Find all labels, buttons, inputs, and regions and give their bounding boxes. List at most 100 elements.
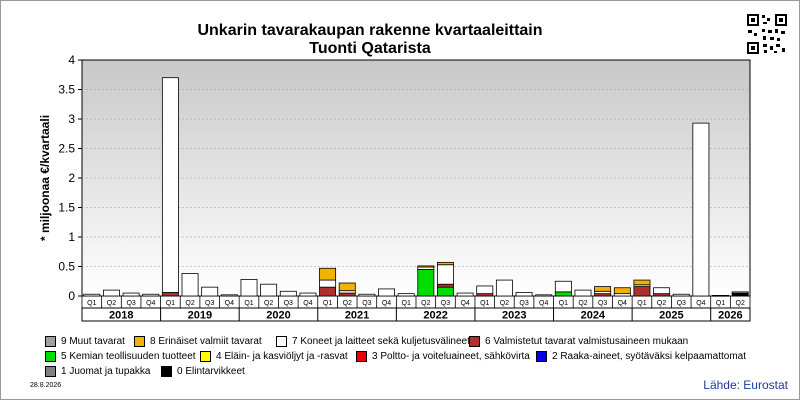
x-tick-label: Q2 (264, 300, 273, 307)
bar-segment (437, 286, 454, 297)
x-tick-label: Q3 (126, 300, 135, 307)
x-tick-label: Q2 (107, 300, 116, 307)
bar-segment (613, 287, 631, 295)
bar-segment (692, 122, 710, 297)
bar-segment (338, 292, 356, 297)
x-tick-label: Q1 (637, 300, 646, 307)
source-label: Lähde: Eurostat (703, 378, 788, 392)
x-tick-label: Q2 (500, 300, 509, 307)
bar-segment (378, 288, 395, 297)
x-tick-label: Q2 (343, 300, 352, 307)
bar-segment (417, 265, 435, 268)
legend-swatch (536, 351, 547, 362)
x-tick-label: Q4 (460, 300, 469, 307)
legend: 9 Muut tavarat 8 Erinäiset valmiit tavar… (40, 333, 800, 381)
x-tick-label: Q2 (657, 300, 666, 307)
x-tick-label: Q4 (696, 300, 705, 307)
bar-segment (731, 291, 749, 294)
legend-swatch (276, 336, 287, 347)
qr-code-icon[interactable] (746, 13, 788, 55)
bar-segment (319, 267, 337, 281)
legend-swatch (45, 351, 56, 362)
bar-segment (633, 279, 651, 286)
year-label: 2026 (718, 310, 742, 322)
bar-segment (515, 292, 533, 297)
bar-segment (161, 77, 179, 293)
bar-segment (535, 294, 553, 297)
x-tick-label: Q1 (716, 300, 725, 307)
y-tick-label: 2 (68, 171, 75, 185)
y-tick-label: 2.5 (58, 142, 75, 156)
bar-segment (554, 280, 572, 293)
legend-swatch (356, 351, 367, 362)
legend-item: 3 Poltto- ja voiteluaineet, sähkövirta (356, 351, 530, 362)
year-label: 2019 (188, 310, 212, 322)
y-tick-label: 3.5 (58, 83, 75, 97)
year-label: 2021 (345, 310, 369, 322)
year-label: 2025 (659, 310, 683, 322)
y-tick-label: 1 (68, 230, 75, 244)
bar-segment (594, 286, 612, 292)
bar-segment (456, 292, 474, 297)
bar-segment (319, 279, 337, 288)
bar-segment (653, 287, 671, 295)
x-tick-label: Q3 (519, 300, 528, 307)
y-tick-label: 0.5 (58, 260, 75, 274)
bar-segment (731, 292, 749, 297)
bar-segment (397, 293, 415, 297)
chart-subtitle: Tuonti Qatarista (309, 40, 431, 57)
legend-item: 7 Koneet ja laitteet sekä kuljetusväline… (276, 336, 470, 347)
bar-segment (358, 293, 376, 297)
x-tick-label: Q4 (303, 300, 312, 307)
x-tick-label: Q1 (87, 300, 96, 307)
bar-segment (181, 273, 199, 297)
x-tick-label: Q3 (284, 300, 293, 307)
y-axis-label: * miljoonaa €/kvartaali (38, 115, 52, 241)
bar-segment (142, 293, 160, 297)
y-tick-label: 3 (68, 112, 75, 126)
x-tick-label: Q4 (618, 300, 627, 307)
legend-item: 6 Valmistetut tavarat valmistusaineen mu… (469, 336, 688, 347)
legend-item: 5 Kemian teollisuuden tuotteet (45, 351, 196, 362)
x-tick-label: Q1 (166, 300, 175, 307)
x-tick-label: Q3 (205, 300, 214, 307)
legend-item: 2 Raaka-aineet, syötäväksi kelpaamattoma… (536, 351, 746, 362)
x-tick-label: Q3 (598, 300, 607, 307)
bar-segment (299, 292, 317, 297)
x-tick-label: Q4 (382, 300, 391, 307)
bar-segment (437, 261, 454, 266)
legend-item: 0 Elintarvikkeet (161, 366, 245, 377)
legend-swatch (45, 366, 56, 377)
bar-segment (103, 289, 120, 297)
x-tick-label: Q1 (480, 300, 489, 307)
x-tick-label: Q3 (362, 300, 371, 307)
x-tick-label: Q4 (146, 300, 155, 307)
legend-swatch (45, 336, 56, 347)
year-label: 2023 (502, 310, 526, 322)
legend-swatch (134, 336, 145, 347)
legend-item: 8 Erinäiset valmiit tavarat (134, 336, 262, 347)
bar-segment (240, 279, 258, 297)
bar-segment (554, 291, 572, 297)
bar-segment (260, 283, 278, 297)
legend-swatch (469, 336, 480, 347)
legend-swatch (200, 351, 211, 362)
bar-segment (712, 295, 729, 297)
x-tick-label: Q1 (402, 300, 411, 307)
bar-segment (437, 283, 454, 288)
x-tick-label: Q4 (539, 300, 548, 307)
x-tick-label: Q2 (578, 300, 587, 307)
chart-title: Unkarin tavarakaupan rakenne kvartaaleit… (197, 22, 543, 39)
legend-item: 1 Juomat ja tupakka (45, 366, 151, 377)
bar-segment (161, 292, 179, 297)
bar-segment (279, 290, 297, 297)
x-tick-label: Q2 (421, 300, 430, 307)
bar-segment (633, 286, 651, 297)
x-tick-label: Q1 (559, 300, 568, 307)
x-tick-label: Q3 (441, 300, 450, 307)
year-label: 2020 (266, 310, 290, 322)
x-tick-label: Q3 (677, 300, 686, 307)
y-tick-label: 1.5 (58, 201, 75, 215)
bar-segment (201, 286, 219, 297)
date-label: 28.8.2026 (30, 382, 62, 389)
